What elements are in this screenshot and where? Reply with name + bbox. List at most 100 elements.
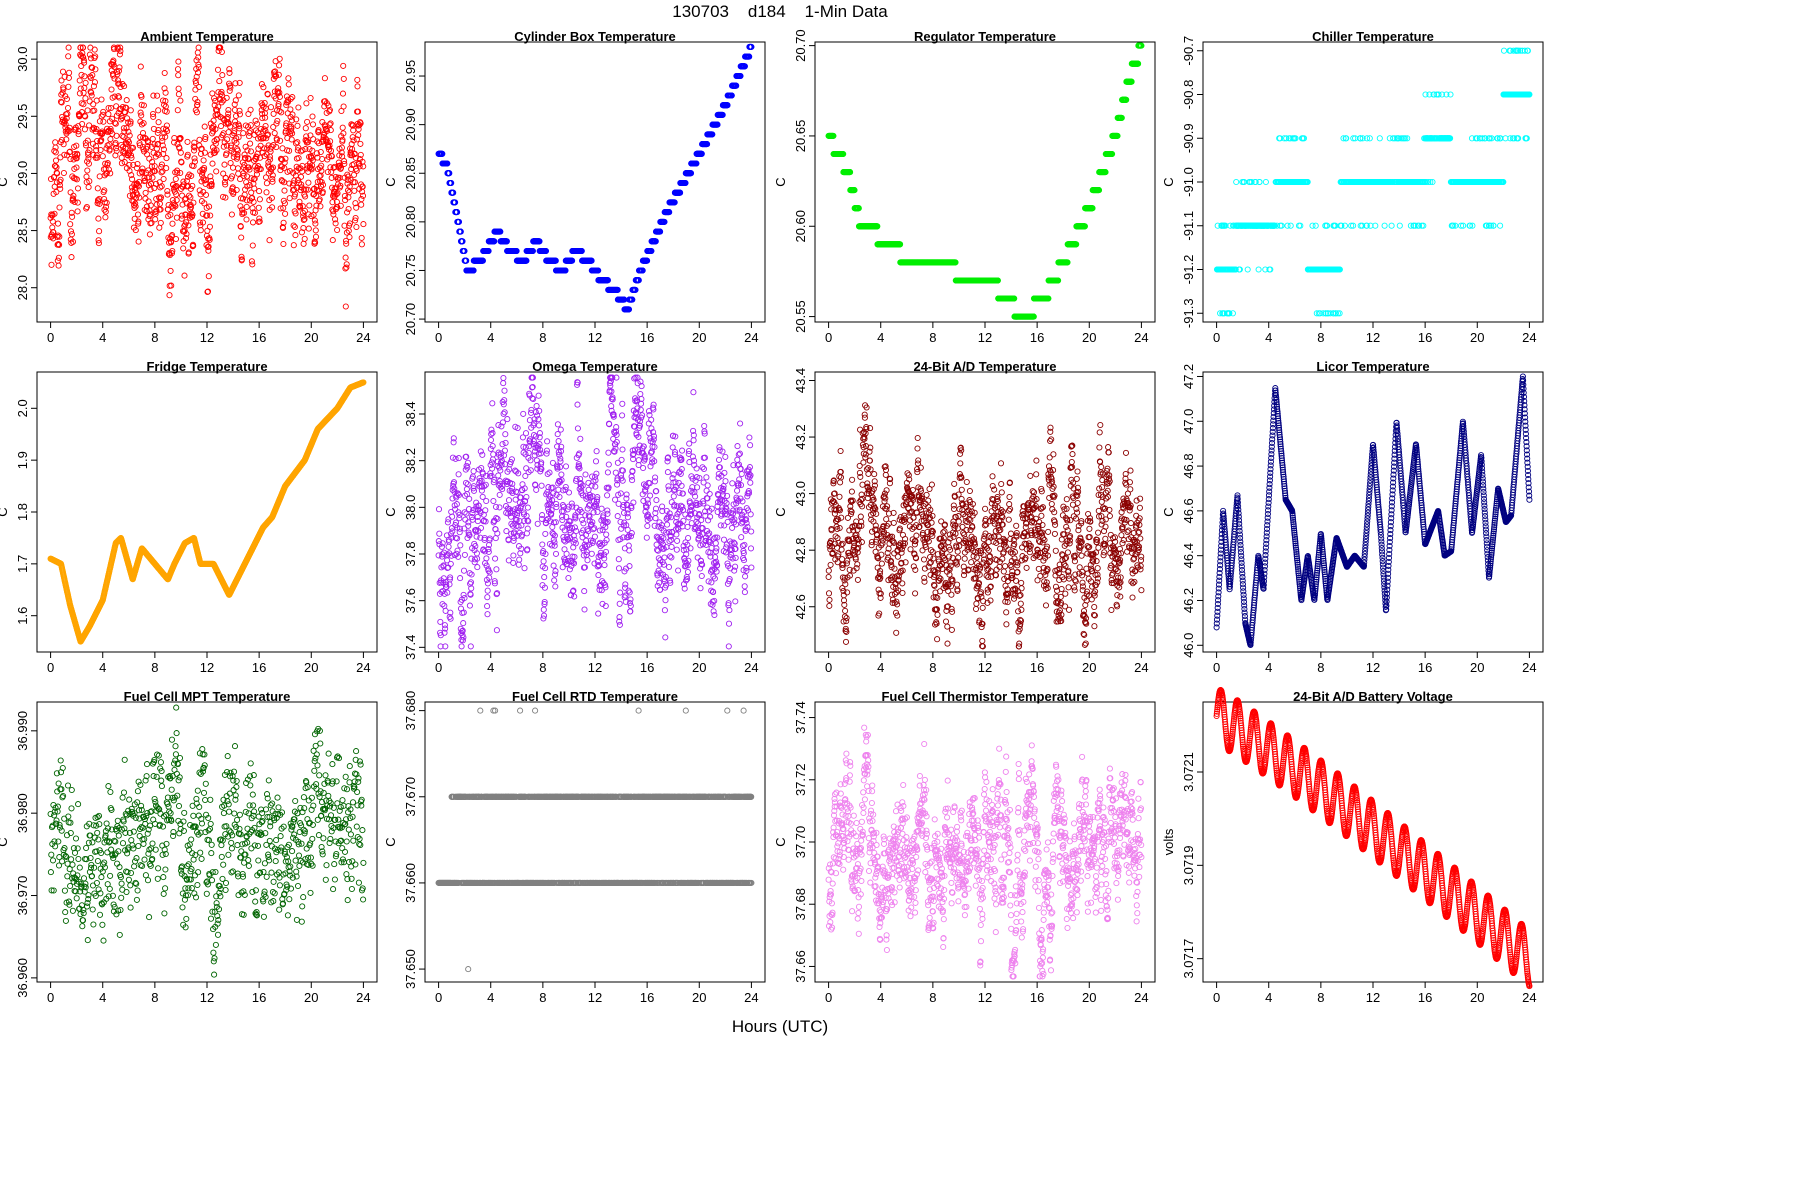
data-point (1381, 222, 1388, 229)
data-point (294, 122, 301, 129)
data-point (219, 193, 227, 200)
data-point (225, 106, 232, 114)
data-point (74, 185, 82, 192)
y-tick-label: 28.5 (15, 218, 30, 243)
data-point (1312, 222, 1319, 229)
data-point (123, 104, 130, 111)
data-point (193, 109, 200, 116)
data-point (157, 184, 164, 191)
data-point (256, 215, 263, 222)
data-point (47, 175, 55, 183)
data-point (100, 108, 107, 115)
data-point (78, 71, 85, 78)
data-point (150, 92, 157, 99)
data-point (204, 212, 211, 219)
data-point (54, 233, 61, 240)
data-point (270, 123, 277, 131)
data-point (93, 97, 100, 104)
data-point (210, 117, 217, 124)
x-tick-label: 16 (252, 330, 266, 345)
data-point (222, 194, 229, 201)
data-point (239, 206, 246, 213)
data-point (275, 85, 282, 92)
data-point (298, 229, 305, 236)
data-point (354, 76, 361, 83)
data-point (116, 64, 123, 71)
data-point (70, 192, 77, 199)
data-point (162, 133, 169, 140)
data-point (188, 210, 195, 217)
data-point (312, 233, 320, 240)
data-point (124, 140, 131, 147)
data-point (201, 149, 208, 156)
data-point (126, 161, 133, 169)
data-point (247, 140, 254, 147)
y-tick-label: -91.3 (1181, 298, 1196, 328)
data-point (273, 120, 280, 127)
data-point (174, 107, 181, 114)
data-point (219, 72, 226, 79)
data-point (238, 253, 245, 260)
panel-title: Regulator Temperature (914, 29, 1056, 44)
data-point (80, 101, 87, 108)
data-point (1287, 222, 1294, 229)
data-point (67, 221, 74, 228)
data-point (144, 143, 151, 150)
data-point (225, 110, 232, 117)
data-point (92, 53, 99, 60)
data-point (278, 155, 285, 163)
data-point (67, 156, 74, 163)
data-point (238, 256, 245, 263)
data-point (77, 85, 84, 92)
data-point (297, 173, 305, 180)
data-point (60, 86, 67, 93)
data-point (54, 220, 62, 227)
data-point (150, 125, 157, 132)
y-tick-label: 20.60 (793, 210, 808, 243)
data-point (57, 176, 64, 183)
x-tick-label: 20 (692, 330, 706, 345)
data-point (169, 220, 176, 227)
data-point (113, 147, 120, 154)
data-point (319, 155, 326, 163)
data-point (246, 182, 253, 189)
data-point (201, 200, 208, 207)
data-point (127, 107, 134, 114)
data-point (303, 133, 310, 140)
data-point (96, 200, 103, 207)
data-point (105, 104, 112, 112)
data-point (250, 176, 257, 183)
data-point (207, 212, 214, 219)
data-point (108, 67, 115, 74)
data-point (154, 92, 161, 99)
data-point (221, 161, 228, 168)
data-point (53, 164, 60, 171)
data-point (168, 282, 175, 289)
data-point (303, 137, 310, 144)
data-point (312, 220, 319, 227)
data-point (225, 120, 232, 127)
data-point (123, 124, 130, 132)
data-point (314, 138, 321, 145)
data-point (299, 209, 307, 216)
y-axis-label: C (0, 177, 10, 186)
data-point (229, 173, 236, 180)
data-point (317, 148, 324, 156)
data-point (158, 161, 165, 168)
data-point (340, 75, 347, 82)
data-point (242, 155, 249, 162)
data-point (64, 104, 72, 112)
data-point (73, 176, 80, 183)
data-point (299, 147, 306, 154)
data-point (168, 203, 175, 210)
data-point (161, 85, 168, 92)
data-point (83, 203, 90, 211)
data-point (225, 129, 232, 136)
data-point (69, 238, 77, 245)
data-point (161, 101, 168, 108)
data-point (154, 129, 161, 136)
data-point (181, 272, 188, 279)
data-point (181, 222, 188, 230)
data-point (204, 288, 212, 295)
